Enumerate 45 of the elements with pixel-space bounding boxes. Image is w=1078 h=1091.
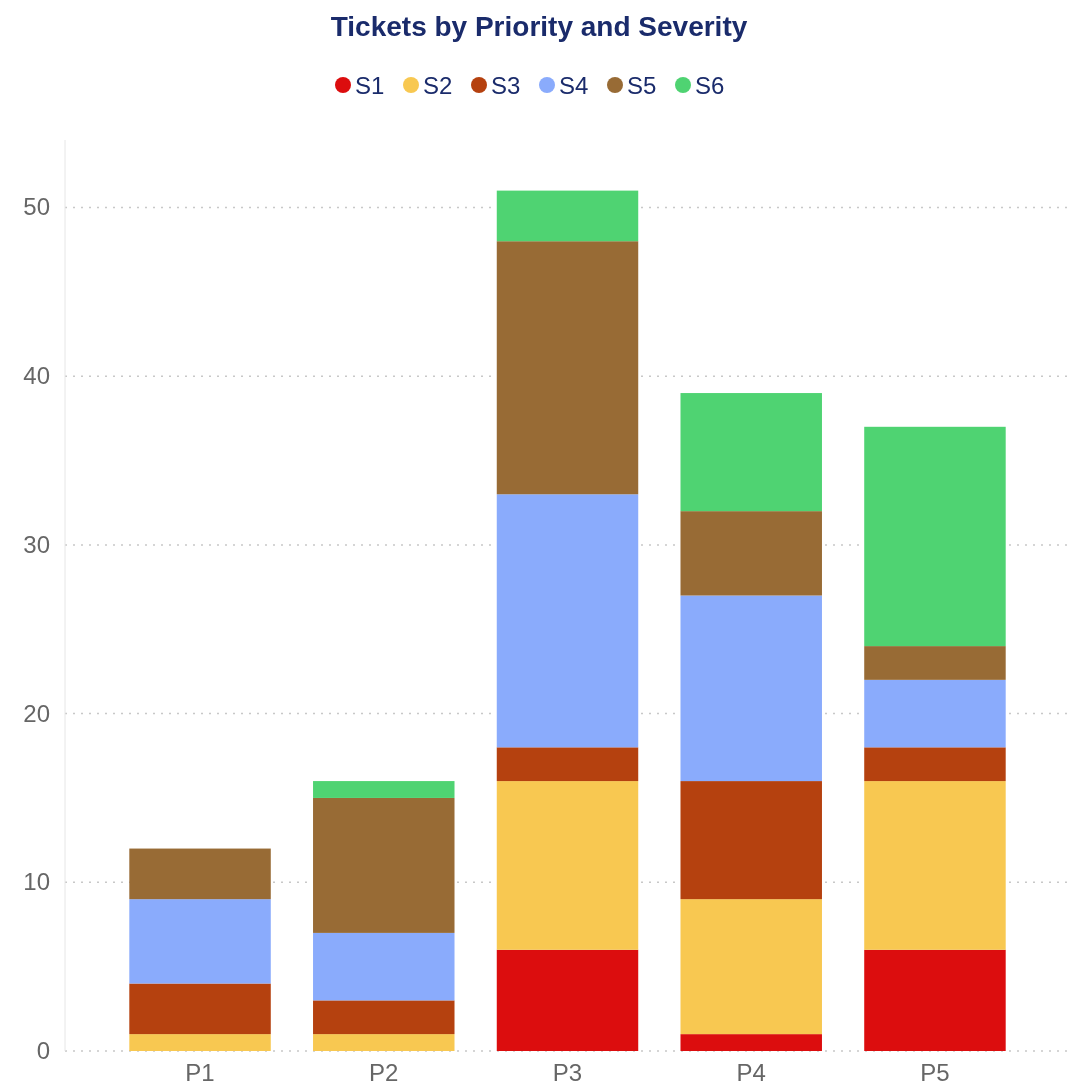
- legend-label: S3: [491, 72, 521, 99]
- bar: [496, 190, 639, 242]
- x-tick-label: P1: [185, 1059, 215, 1086]
- y-tick-label: 30: [23, 530, 50, 558]
- y-tick-label: 0: [36, 1037, 50, 1064]
- bar: [864, 747, 1006, 782]
- bar: [313, 781, 455, 798]
- bar: [496, 747, 639, 782]
- legend-label: S1: [355, 72, 385, 99]
- bar: [313, 932, 455, 1001]
- bar: [313, 1000, 455, 1035]
- bar: [864, 646, 1006, 680]
- bar: [313, 1034, 455, 1051]
- legend-label: S5: [627, 72, 657, 99]
- bar: [313, 797, 455, 933]
- bar: [129, 848, 271, 900]
- bar: [680, 595, 822, 782]
- x-tick-label: P2: [369, 1059, 399, 1086]
- chart-title: Tickets by Priority and Severity: [330, 11, 748, 42]
- bar: [680, 1034, 822, 1051]
- legend-label: S6: [695, 72, 725, 99]
- x-tick-label: P3: [552, 1059, 583, 1086]
- legend-label: S2: [423, 72, 453, 99]
- bar: [129, 1034, 271, 1051]
- bar: [680, 781, 822, 900]
- bar: [496, 781, 639, 950]
- x-tick-label: P4: [736, 1059, 766, 1086]
- bar: [864, 426, 1006, 647]
- bar: [129, 983, 271, 1035]
- y-tick-label: 40: [23, 362, 50, 390]
- bar: [864, 949, 1006, 1051]
- legend-label: S4: [559, 72, 589, 99]
- x-tick-label: P5: [920, 1059, 950, 1086]
- y-tick-label: 10: [23, 868, 50, 896]
- bar: [680, 393, 822, 512]
- bar: [496, 241, 639, 495]
- bar: [864, 679, 1006, 748]
- bar: [496, 949, 639, 1051]
- y-tick-label: 50: [23, 193, 50, 221]
- bar: [496, 494, 639, 748]
- bar: [864, 781, 1006, 950]
- y-tick-label: 20: [23, 699, 50, 727]
- bar: [680, 899, 822, 1035]
- bar: [680, 511, 822, 596]
- bar: [129, 899, 271, 984]
